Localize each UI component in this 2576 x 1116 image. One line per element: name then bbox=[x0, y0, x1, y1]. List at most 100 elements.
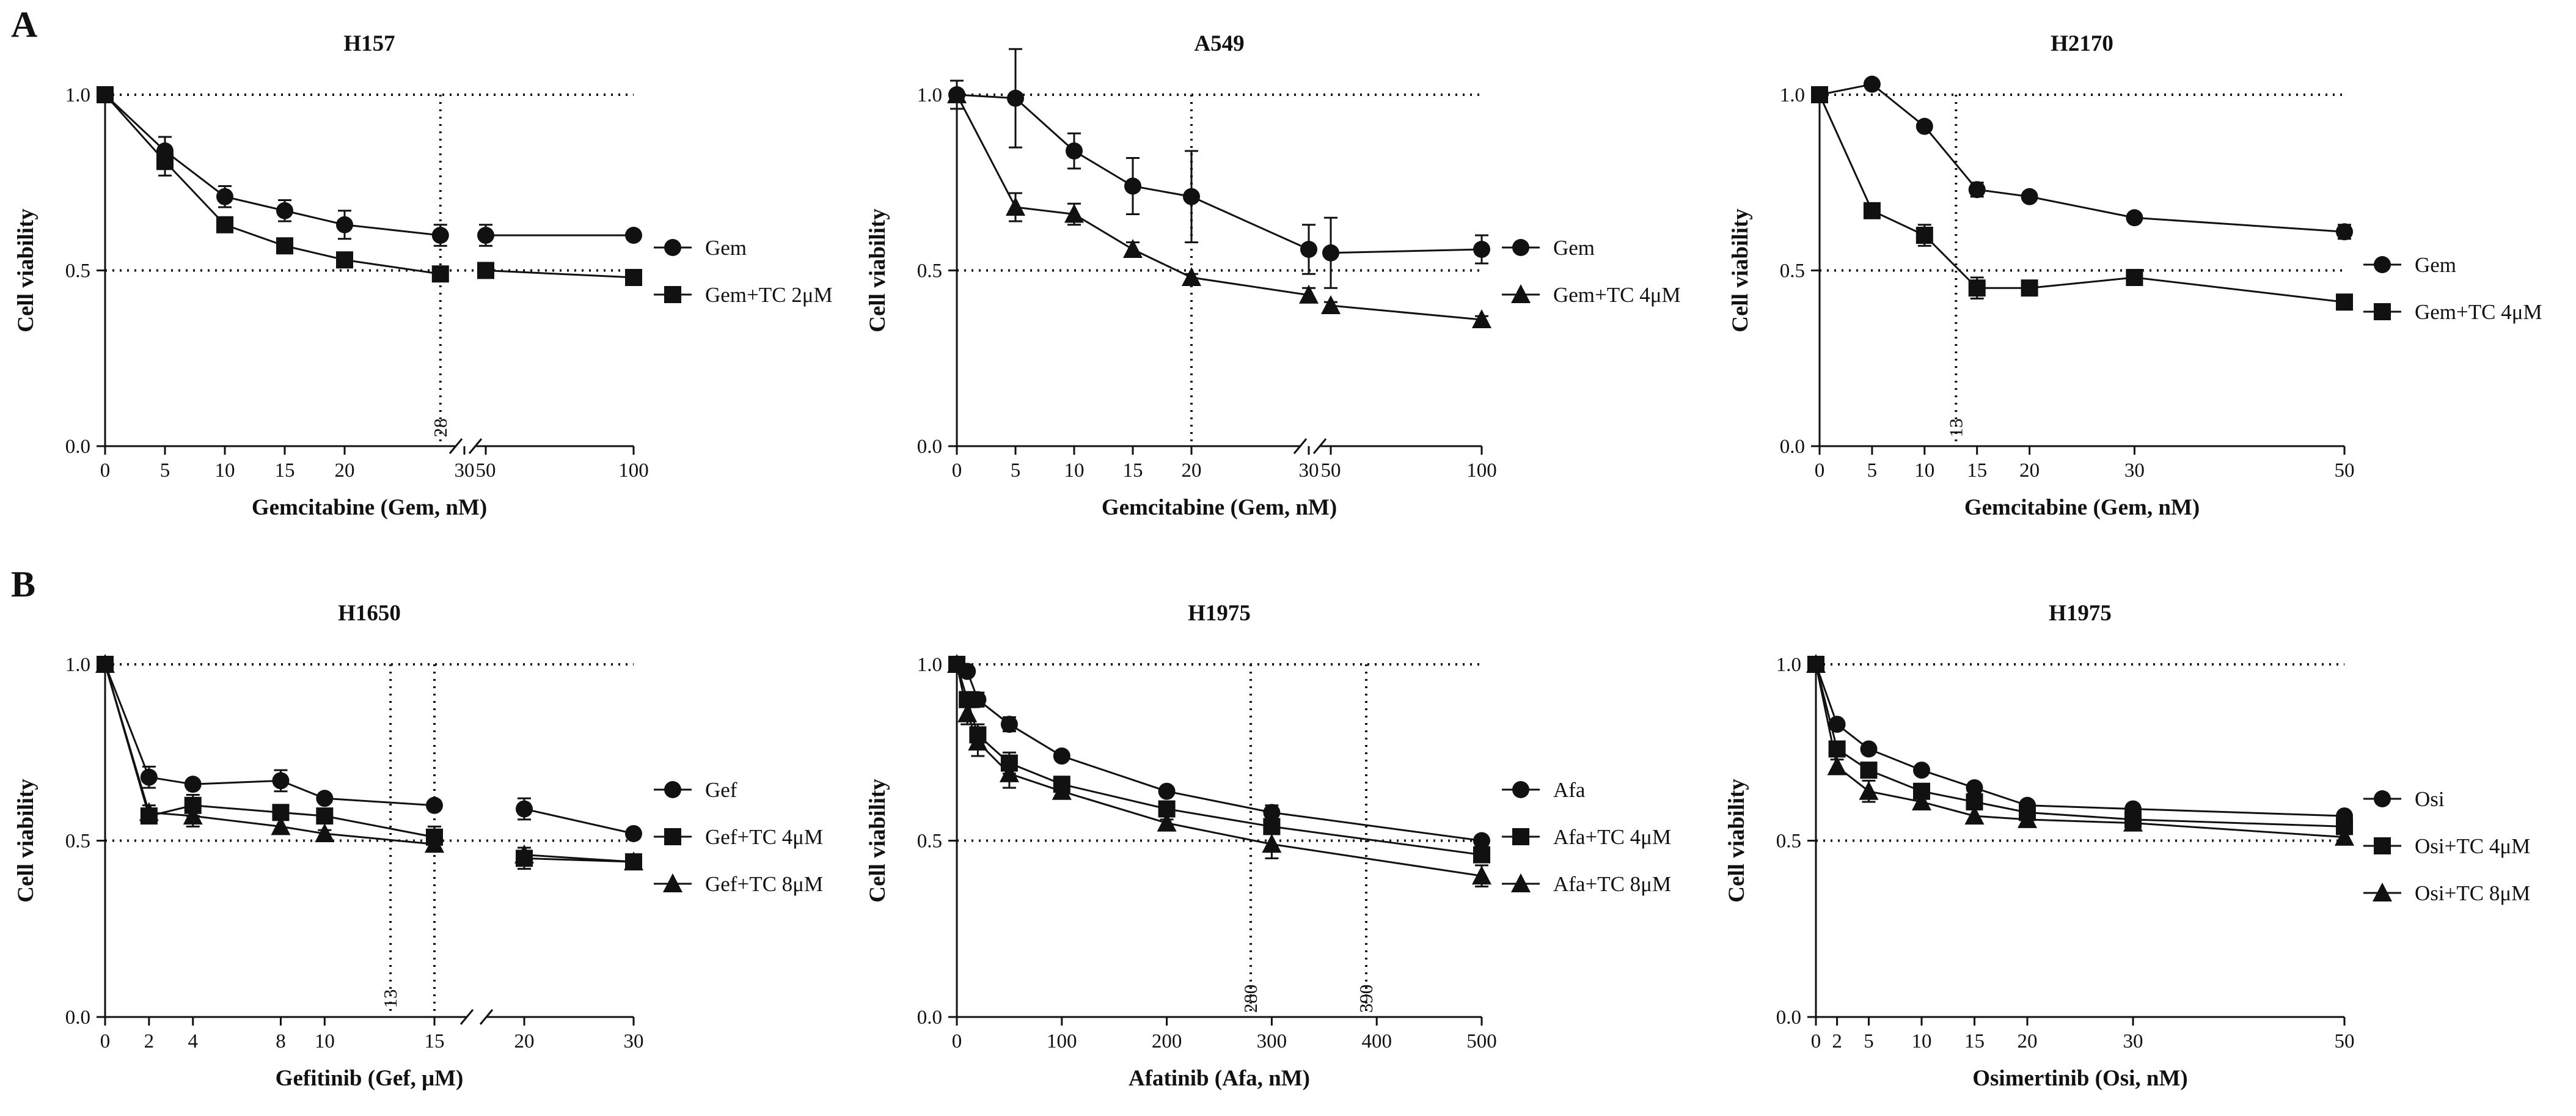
y-axis-label: Cell viability bbox=[1728, 208, 1753, 332]
legend-label: Gem bbox=[1553, 236, 1595, 260]
data-point bbox=[1859, 780, 1879, 800]
chart-2: A549 Gemcitabine (Gem, nM) Cell viability 0… bbox=[865, 31, 1681, 520]
data-point bbox=[1299, 284, 1319, 304]
data-point bbox=[276, 202, 293, 219]
data-point bbox=[1157, 812, 1177, 832]
y-tick-label: 0.5 bbox=[1780, 260, 1805, 282]
y-tick-label: 0.5 bbox=[917, 260, 942, 282]
legend-label: Gem bbox=[2415, 253, 2456, 277]
x-tick-label: 300 bbox=[1257, 1030, 1287, 1052]
data-point bbox=[1066, 142, 1083, 160]
x-tick-label: 2 bbox=[1832, 1030, 1842, 1052]
x-tick-label: 20 bbox=[2018, 1030, 2038, 1052]
data-point bbox=[514, 844, 534, 864]
x-tick-label: 200 bbox=[1152, 1030, 1182, 1052]
data-point bbox=[1827, 756, 1847, 776]
x-tick-label: 0 bbox=[100, 460, 111, 482]
chart-4: H1650 Gefitinib (Gef, μM) Cell viability 13… bbox=[13, 601, 823, 1091]
x-tick-label: 5 bbox=[1011, 460, 1021, 482]
x-tick-label: 10 bbox=[215, 460, 235, 482]
legend-label: Afa+TC 8μM bbox=[1553, 872, 1671, 896]
chart-title: H1975 bbox=[1188, 601, 1251, 626]
data-point bbox=[625, 269, 642, 286]
x-tick-label: 15 bbox=[1964, 1030, 1985, 1052]
x-tick-label: 50 bbox=[476, 460, 496, 482]
legend-marker bbox=[664, 286, 681, 303]
data-point bbox=[271, 816, 291, 835]
data-point bbox=[516, 800, 533, 818]
data-point bbox=[1300, 241, 1317, 258]
series-line bbox=[1818, 94, 2345, 303]
data-point bbox=[1158, 782, 1176, 800]
series-line bbox=[1815, 664, 2345, 828]
vline-label: 280 bbox=[1240, 985, 1261, 1013]
data-point bbox=[2123, 812, 2143, 832]
legend-label: Gem bbox=[705, 236, 747, 260]
legend-marker bbox=[664, 781, 681, 798]
series-line bbox=[956, 664, 1482, 856]
y-tick-label: 0.0 bbox=[65, 1007, 90, 1029]
data-point bbox=[1860, 762, 1878, 779]
y-tick-label: 1.0 bbox=[917, 654, 942, 676]
data-point bbox=[1007, 89, 1024, 107]
data-point bbox=[431, 265, 449, 283]
axis-break-mark bbox=[1312, 438, 1327, 454]
x-tick-label: 0 bbox=[952, 1030, 962, 1052]
series-line bbox=[104, 94, 441, 237]
x-tick-label: 8 bbox=[276, 1030, 286, 1052]
data-point bbox=[1000, 716, 1018, 733]
data-point bbox=[431, 227, 449, 244]
data-point bbox=[336, 251, 353, 269]
y-axis-label: Cell viability bbox=[865, 208, 890, 332]
series-line bbox=[956, 94, 1309, 296]
data-point bbox=[216, 188, 233, 205]
legend-marker bbox=[1512, 781, 1529, 798]
chart-6: H1975 Osimertinib (Osi, nM) Cell viability… bbox=[1724, 601, 2530, 1091]
x-tick-label: 0 bbox=[1811, 1030, 1821, 1052]
y-tick-label: 0.5 bbox=[917, 831, 942, 853]
legend-marker bbox=[2374, 790, 2391, 807]
data-point bbox=[426, 796, 443, 814]
y-tick-label: 0.0 bbox=[917, 1007, 942, 1029]
data-point bbox=[1182, 267, 1201, 286]
axis-break-mark bbox=[479, 1009, 494, 1025]
series-line bbox=[104, 664, 435, 845]
x-axis-label: Afatinib (Afa, nM) bbox=[1129, 1066, 1310, 1091]
y-tick-label: 1.0 bbox=[65, 84, 90, 106]
legend-label: Osi bbox=[2415, 787, 2445, 811]
series-osi-tc-8-m: Osi+TC 8μM bbox=[1806, 654, 2530, 905]
data-point bbox=[624, 851, 643, 871]
data-point bbox=[2021, 188, 2038, 205]
data-point bbox=[316, 790, 334, 807]
data-point bbox=[1053, 747, 1070, 765]
x-tick-label: 30 bbox=[455, 460, 475, 482]
y-tick-label: 0.0 bbox=[917, 436, 942, 458]
data-point bbox=[1473, 832, 1490, 850]
y-axis-label: Cell viability bbox=[865, 779, 890, 903]
data-point bbox=[1863, 75, 1881, 93]
x-tick-label: 15 bbox=[1123, 460, 1143, 482]
axis-break-mark bbox=[468, 438, 483, 454]
x-tick-label: 20 bbox=[514, 1030, 535, 1052]
series-gem-tc-2-m: Gem+TC 2μM bbox=[97, 86, 833, 307]
chart-title: H1975 bbox=[2049, 601, 2112, 626]
x-tick-label: 15 bbox=[1967, 460, 1987, 482]
x-tick-label: 15 bbox=[275, 460, 295, 482]
data-point bbox=[1124, 177, 1141, 195]
data-point bbox=[1052, 780, 1072, 800]
x-tick-label: 20 bbox=[2019, 460, 2040, 482]
chart-title: H157 bbox=[343, 31, 395, 56]
series-osi-tc-4-m: Osi+TC 4μM bbox=[1807, 656, 2530, 858]
data-point bbox=[1968, 279, 1986, 297]
data-point bbox=[97, 86, 114, 103]
x-axis-label: Gefitinib (Gef, μM) bbox=[276, 1066, 464, 1091]
series-afa-tc-4-m: Afa+TC 4μM bbox=[948, 656, 1671, 864]
data-point bbox=[1006, 197, 1025, 216]
data-point bbox=[1912, 791, 1931, 811]
data-point bbox=[183, 806, 203, 825]
x-tick-label: 20 bbox=[1182, 460, 1202, 482]
legend-marker bbox=[663, 873, 682, 892]
data-point bbox=[1968, 181, 1986, 199]
x-tick-label: 10 bbox=[1912, 1030, 1932, 1052]
